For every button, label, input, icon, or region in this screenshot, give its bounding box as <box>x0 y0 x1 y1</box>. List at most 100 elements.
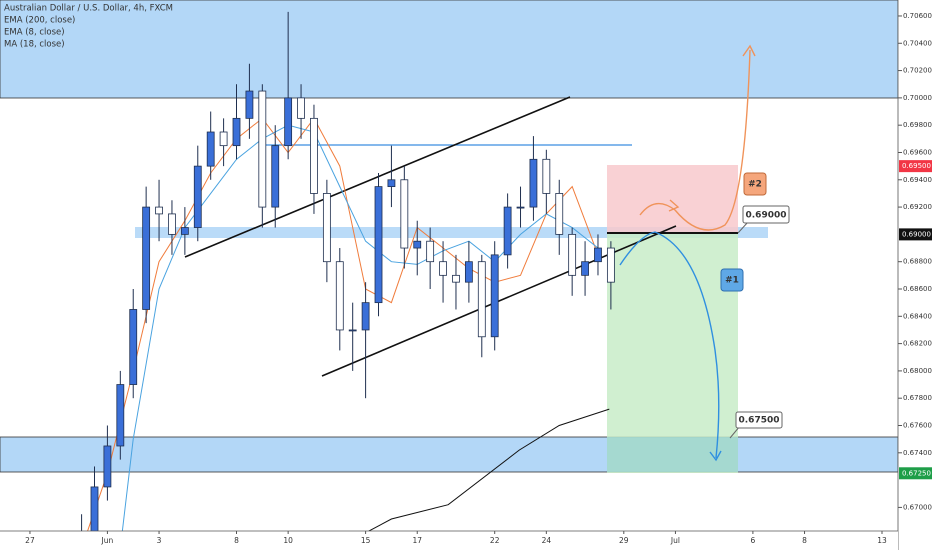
candle-body <box>529 158 538 208</box>
scenario-label: #2 <box>748 180 762 190</box>
candle-body <box>335 261 344 331</box>
scenario-label: #1 <box>725 276 739 286</box>
candle-body <box>503 206 512 256</box>
candle-body <box>297 97 305 119</box>
indicator-line <box>364 408 610 534</box>
x-tick-label: 6 <box>751 536 756 545</box>
stop-zone <box>607 165 738 233</box>
y-tick-label: 0.68400 <box>903 312 932 320</box>
price-tag <box>899 228 932 241</box>
x-tick-label: 22 <box>490 536 500 545</box>
scenario-2-arrow <box>639 49 751 231</box>
candle-body <box>426 240 435 263</box>
x-tick-label: 27 <box>25 536 35 545</box>
candle-body <box>361 302 370 331</box>
candle-body <box>142 206 151 310</box>
legend-entry: EMA (200, close) <box>4 16 75 26</box>
x-tick-label: 13 <box>877 536 887 545</box>
resistance-zone <box>0 0 899 99</box>
y-tick-label: 0.68000 <box>903 367 932 375</box>
scenario-1-arrow <box>619 231 720 459</box>
candle-body <box>581 261 589 276</box>
arrowhead <box>668 199 680 212</box>
y-tick-label: 0.69800 <box>903 121 932 129</box>
scenario-badge <box>720 268 744 292</box>
y-tick-label: 0.67800 <box>903 394 932 402</box>
candle-body <box>439 261 447 276</box>
candle-body <box>206 131 215 167</box>
y-tick-label: 0.69400 <box>903 176 932 184</box>
price-tag-label: 0.67250 <box>902 469 931 477</box>
candle-body <box>271 145 280 208</box>
arrowhead <box>742 44 756 57</box>
arrowhead <box>709 450 722 462</box>
candle-body <box>103 445 112 488</box>
candle-body <box>516 206 525 209</box>
y-tick-label: 0.67400 <box>903 449 932 457</box>
x-tick-label: 24 <box>542 536 552 545</box>
time-axis <box>0 531 898 550</box>
candle-body <box>322 193 331 263</box>
x-tick-label: 17 <box>412 536 422 545</box>
candle-body <box>180 227 189 235</box>
chart-title: Australian Dollar / U.S. Dollar, 4h, FXC… <box>4 4 173 14</box>
legend-entry: EMA (8, close) <box>4 28 65 38</box>
price-tag <box>899 160 932 173</box>
indicator-line <box>81 117 599 549</box>
x-tick-label: 8 <box>234 536 239 545</box>
candle-body <box>245 90 254 119</box>
candle-body <box>116 384 125 447</box>
scenario-badge <box>743 172 767 196</box>
candle-body <box>490 254 499 338</box>
price-tag-label: 0.69500 <box>902 162 931 170</box>
x-tick-label: Jun <box>101 536 114 545</box>
candle-body <box>413 240 422 249</box>
x-tick-label: 29 <box>619 536 629 545</box>
indicator-line <box>119 124 599 549</box>
y-tick-label: 0.70400 <box>903 39 932 47</box>
y-tick-label: 0.69600 <box>903 148 932 156</box>
callout-box <box>742 205 790 224</box>
series <box>77 11 615 550</box>
y-tick-label: 0.67600 <box>903 422 932 430</box>
pivot-band <box>135 227 768 238</box>
x-tick-label: Jul <box>670 536 680 545</box>
channel-lower <box>321 225 677 377</box>
candle-body <box>464 261 473 283</box>
price-tag-label: 0.69000 <box>902 230 931 238</box>
y-tick-label: 0.70600 <box>903 12 932 20</box>
candle-body <box>219 131 228 147</box>
candle-body <box>155 206 163 215</box>
y-tick-label: 0.68800 <box>903 258 932 266</box>
callout-text: 0.67500 <box>739 416 780 426</box>
candle-body <box>232 117 241 147</box>
candle-body <box>477 261 486 338</box>
price-tag <box>899 467 932 480</box>
x-tick-label: 8 <box>802 536 807 545</box>
candle-body <box>400 179 409 249</box>
candle-body <box>452 274 460 283</box>
x-tick-label: 15 <box>361 536 371 545</box>
candle-body <box>258 90 267 208</box>
y-tick-label: 0.70000 <box>903 94 932 102</box>
candle-body <box>168 213 176 235</box>
candle-body <box>568 233 577 276</box>
y-tick-label: 0.68200 <box>903 340 932 348</box>
y-tick-label: 0.70200 <box>903 67 932 75</box>
candle-body <box>348 329 357 332</box>
price-axis <box>898 0 932 550</box>
legend-entry: MA (18, close) <box>4 40 65 50</box>
candle-body <box>555 193 564 235</box>
target-zone <box>607 233 738 473</box>
callout-text: 0.69000 <box>746 211 787 221</box>
candle-body <box>90 486 99 536</box>
y-tick-label: 0.69200 <box>903 203 932 211</box>
channel-upper <box>184 96 571 258</box>
candle-body <box>542 158 551 194</box>
x-tick-label: 10 <box>283 536 293 545</box>
candle-body <box>193 165 202 228</box>
candle-body <box>387 179 396 188</box>
callout-box <box>735 411 783 429</box>
candle-body <box>606 247 615 283</box>
